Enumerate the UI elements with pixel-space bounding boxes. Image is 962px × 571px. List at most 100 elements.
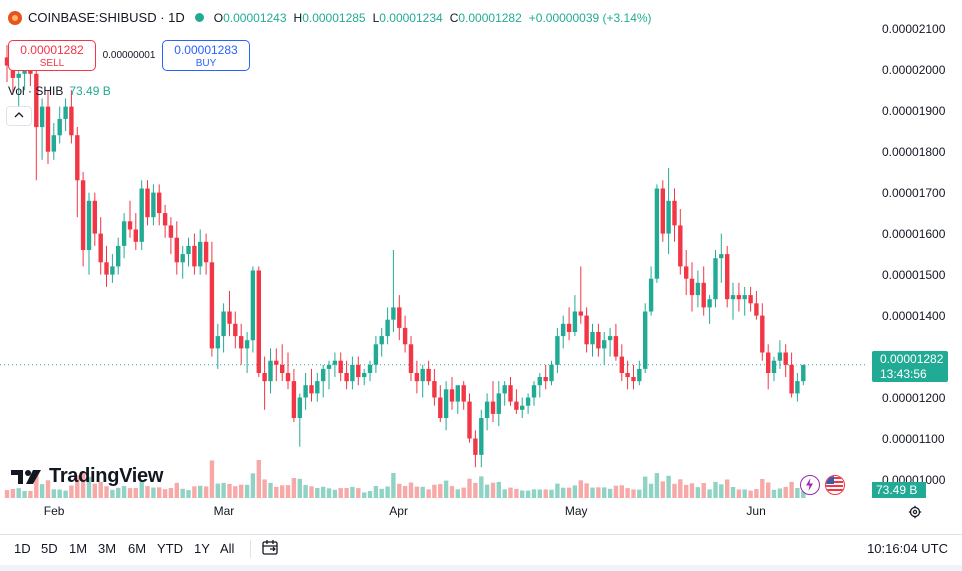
volume-bar: [689, 483, 695, 498]
price-chart[interactable]: [0, 0, 868, 500]
price-axis-label: 0.00001600: [882, 226, 946, 241]
candle: [789, 352, 794, 398]
range-button-3m[interactable]: 3M: [98, 541, 117, 556]
volume-label: Vol · SHIB: [8, 84, 64, 98]
time-axis-label: Mar: [213, 504, 235, 518]
volume-bar: [672, 483, 677, 498]
range-button-1m[interactable]: 1M: [69, 541, 88, 556]
us-flag-icon[interactable]: [825, 475, 845, 495]
volume-bar: [391, 473, 396, 498]
candle: [209, 241, 215, 357]
lightning-icon[interactable]: [800, 475, 820, 495]
volume-bar: [10, 489, 16, 498]
range-button-1d[interactable]: 1D: [14, 541, 31, 556]
sell-button[interactable]: 0.00001282 SELL: [8, 40, 96, 71]
candle: [285, 352, 291, 390]
candle: [244, 332, 250, 373]
candle: [69, 90, 74, 144]
candle: [602, 332, 607, 365]
ohlc-low: L0.00001234: [372, 10, 443, 25]
candle-body: [274, 360, 279, 365]
range-button-ytd[interactable]: YTD: [157, 541, 183, 556]
candle: [689, 262, 695, 312]
volume-bar: [121, 486, 127, 498]
candle: [362, 368, 367, 386]
volume-bar: [280, 485, 285, 498]
time-axis[interactable]: Feb Mar Apr May Jun: [0, 500, 868, 522]
volume-bar: [227, 483, 232, 498]
volume-bar: [502, 489, 507, 498]
symbol-title[interactable]: COINBASE:SHIBUSD · 1D: [28, 10, 185, 25]
candle: [373, 336, 379, 373]
buy-button[interactable]: 0.00001283 BUY: [162, 40, 250, 71]
candle-body: [561, 323, 566, 337]
range-button-1y[interactable]: 1Y: [194, 541, 210, 556]
price-axis-label: 0.00001900: [882, 103, 946, 118]
gear-icon[interactable]: [908, 505, 922, 519]
volume-bar: [572, 485, 578, 498]
price-axis[interactable]: 0.00002100 0.00002000 0.00001900 0.00001800…: [868, 0, 962, 500]
calendar-icon[interactable]: [260, 538, 280, 558]
chevron-up-icon[interactable]: [6, 106, 32, 126]
candle-body: [467, 401, 472, 439]
buy-label: BUY: [195, 58, 217, 69]
candle-body: [227, 311, 232, 324]
candle-body: [572, 311, 578, 332]
volume-bar: [239, 484, 244, 498]
candle: [777, 340, 783, 369]
candle: [145, 180, 150, 226]
candle-body: [256, 270, 261, 373]
candle-body: [121, 221, 127, 246]
volume-bar: [795, 488, 800, 498]
volume-legend[interactable]: Vol · SHIB 73.49 B: [8, 84, 111, 98]
volume-bar: [566, 487, 572, 498]
candle-body: [16, 73, 21, 78]
candle: [584, 307, 589, 353]
candle-body: [338, 360, 343, 373]
shib-logo-icon: [8, 10, 22, 25]
volume-bar: [496, 481, 501, 498]
candle: [725, 245, 730, 308]
candle: [748, 286, 753, 312]
candle-body: [397, 307, 402, 328]
candle: [473, 430, 478, 468]
candle-body: [514, 401, 519, 410]
candle: [34, 65, 39, 181]
candle: [484, 393, 490, 431]
volume-bar: [139, 480, 144, 498]
candle-body: [707, 299, 712, 308]
candle: [438, 385, 443, 423]
candle: [625, 360, 630, 390]
candle: [280, 344, 285, 382]
candle: [707, 295, 712, 324]
range-button-all[interactable]: All: [220, 541, 235, 556]
volume-bar: [116, 487, 121, 498]
candle: [525, 393, 531, 414]
range-button-6m[interactable]: 6M: [128, 541, 147, 556]
range-button-5d[interactable]: 5D: [41, 541, 58, 556]
chart-pane[interactable]: COINBASE:SHIBUSD · 1D O0.00001243 H0.000…: [0, 0, 868, 500]
volume-bar: [98, 481, 103, 498]
market-status-icon[interactable]: [194, 13, 204, 22]
candle-body: [490, 401, 496, 414]
volume-bar: [262, 479, 267, 498]
candle-body: [613, 336, 619, 357]
candle: [660, 180, 665, 242]
volume-bar: [766, 482, 771, 498]
utc-clock[interactable]: 10:16:04 UTC: [867, 541, 948, 556]
candle: [766, 344, 771, 390]
volume-bar: [625, 488, 630, 498]
candle-body: [215, 336, 220, 349]
volume-bar: [736, 489, 742, 498]
volume-bar: [221, 482, 226, 498]
volume-bar: [285, 485, 291, 498]
tradingview-logo[interactable]: TradingView: [11, 465, 163, 488]
volume-bar: [537, 489, 542, 498]
volume-bar: [426, 489, 431, 498]
candle-body: [92, 200, 97, 234]
candle: [783, 344, 788, 377]
candle: [461, 381, 466, 410]
volume-bar: [198, 485, 203, 498]
candle-body: [742, 295, 747, 300]
candle-body: [326, 364, 332, 369]
